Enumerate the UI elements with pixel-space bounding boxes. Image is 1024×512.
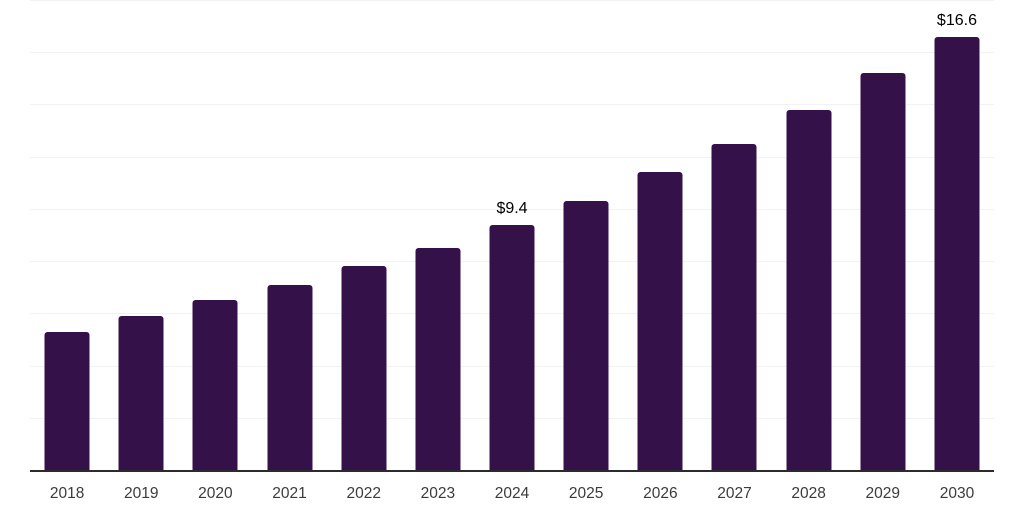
gridline-10: [30, 209, 994, 210]
gridline-14: [30, 104, 994, 105]
data-label-2024: $9.4: [496, 199, 528, 217]
bar-2029: [860, 73, 906, 470]
bar-cell-2025: [549, 0, 623, 470]
x-tick-2024: 2024: [494, 485, 530, 502]
gridline-16: [30, 52, 994, 53]
x-tick-2019: 2019: [123, 485, 159, 502]
gridline-18: [30, 0, 994, 1]
bar-cell-2019: [104, 0, 178, 470]
x-tick-2018: 2018: [49, 485, 85, 502]
bar-cell-2026: [623, 0, 697, 470]
x-tick-2022: 2022: [346, 485, 381, 502]
x-tick-2030: 2030: [939, 485, 975, 502]
bars-row: $9.4 $16.6: [30, 0, 994, 470]
x-tick-2020: 2020: [198, 485, 233, 502]
bar-cell-2018: [30, 0, 104, 470]
bar-cell-2029: [846, 0, 920, 470]
bar-2019: [118, 315, 164, 470]
bar-cell-2024: $9.4: [475, 0, 549, 470]
bar-2023: [415, 248, 461, 470]
x-tick-2029: 2029: [865, 485, 901, 502]
x-tick-2028: 2028: [791, 485, 826, 502]
gridline-12: [30, 157, 994, 158]
bar-cell-2028: [772, 0, 846, 470]
bar-cell-2030: $16.6: [920, 0, 994, 470]
bar-cell-2023: [401, 0, 475, 470]
data-label-2030: $16.6: [936, 11, 977, 29]
x-tick-2021: 2021: [272, 485, 307, 502]
x-tick-2027: 2027: [717, 485, 752, 502]
bar-cell-2020: [178, 0, 252, 470]
bar-cell-2021: [252, 0, 326, 470]
bar-2020: [192, 300, 238, 470]
x-axis-labels: 2018 2019 2020 2021 2022 2023 2024 2025 2026 2027…: [30, 483, 994, 505]
bar-2024: [489, 224, 535, 470]
bar-2026: [637, 172, 683, 470]
bar-2028: [786, 109, 832, 470]
bar-2018: [44, 331, 90, 470]
x-tick-2026: 2026: [643, 485, 678, 502]
bar-2022: [341, 266, 387, 470]
bar-2030: [934, 36, 980, 470]
plot-area: $9.4 $16.6: [30, 0, 994, 470]
x-axis-line: [30, 470, 994, 472]
x-tick-2025: 2025: [568, 485, 604, 502]
bar-2025: [563, 201, 609, 470]
bar-cell-2022: [327, 0, 401, 470]
bar-cell-2027: [697, 0, 771, 470]
bar-2021: [267, 284, 313, 470]
x-tick-2023: 2023: [420, 485, 456, 502]
bar-2027: [711, 143, 757, 470]
